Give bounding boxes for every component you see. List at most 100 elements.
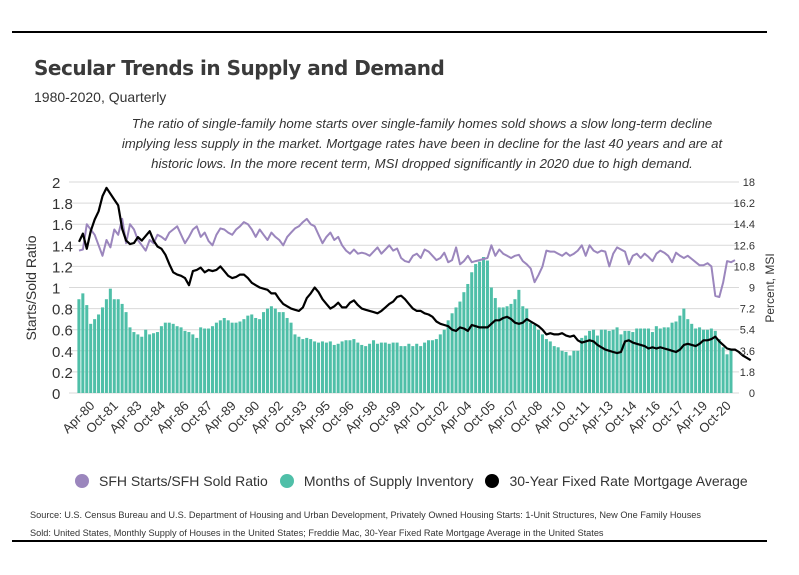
- msi-bar: [423, 342, 427, 393]
- msi-bar: [210, 326, 214, 393]
- y2-tick-label: 18: [743, 177, 755, 189]
- msi-bar: [670, 322, 674, 393]
- msi-bar: [698, 327, 702, 393]
- legend-msi-marker: [279, 474, 294, 488]
- y-tick-label: 2: [52, 175, 60, 192]
- msi-bar: [191, 334, 195, 393]
- msi-bar: [148, 334, 152, 393]
- msi-bar: [313, 341, 317, 393]
- msi-bar: [603, 329, 607, 393]
- msi-bar: [258, 319, 262, 393]
- msi-bar: [701, 329, 706, 393]
- msi-bar: [163, 322, 167, 393]
- msi-bar: [623, 330, 627, 393]
- msi-bar: [372, 340, 376, 393]
- msi-bar: [509, 303, 513, 393]
- msi-bar: [387, 343, 391, 393]
- msi-bar: [81, 293, 85, 393]
- msi-bar: [285, 317, 289, 393]
- bottom-rule-line: [12, 540, 767, 542]
- msi-bar: [242, 319, 246, 393]
- msi-bar: [694, 328, 698, 393]
- msi-bar: [214, 322, 218, 393]
- msi-bar: [132, 332, 136, 393]
- msi-bar: [108, 288, 112, 393]
- legend-item-ratio: SFH Starts/SFH Sold Ratio: [75, 473, 268, 489]
- msi-bar: [183, 330, 187, 393]
- msi-bar: [419, 346, 423, 393]
- legend-mortgage-label: 30-Year Fixed Rate Mortgage Average: [509, 473, 748, 489]
- msi-bar: [631, 332, 635, 393]
- legend-ratio-marker: [75, 474, 89, 488]
- msi-bar: [403, 346, 407, 393]
- msi-bar: [360, 344, 364, 393]
- y2-tick-label: 12.6: [734, 240, 755, 252]
- msi-bar: [615, 327, 619, 393]
- y-tick-label: 1.2: [52, 259, 73, 276]
- y-tick-label: 0.6: [52, 323, 73, 340]
- msi-bar: [540, 334, 544, 393]
- msi-bar: [348, 340, 352, 393]
- msi-bar: [179, 327, 183, 393]
- msi-bar: [254, 317, 258, 393]
- msi-bar: [415, 343, 419, 393]
- msi-bar: [230, 322, 234, 393]
- msi-bar: [277, 312, 281, 393]
- msi-bar: [375, 343, 379, 393]
- msi-bar: [489, 287, 493, 393]
- msi-bar: [454, 307, 458, 393]
- msi-bar: [619, 334, 623, 393]
- msi-bar: [112, 299, 116, 393]
- msi-bar: [269, 306, 273, 393]
- msi-bar: [678, 315, 682, 393]
- msi-bar: [721, 347, 725, 393]
- msi-bar: [434, 339, 438, 393]
- msi-bar: [85, 305, 89, 393]
- chart-title: Secular Trends in Supply and Demand: [34, 56, 445, 80]
- msi-bar: [666, 327, 670, 393]
- msi-bar: [411, 346, 415, 393]
- legend-item-msi: Months of Supply Inventory: [279, 473, 474, 489]
- msi-bar: [262, 312, 266, 393]
- msi-bar: [682, 308, 686, 393]
- msi-bar: [100, 307, 104, 393]
- y-axis-right-ticks: 0 1.8 3.6 5.4 7.2 9 10.8 12.6 14.4 16.2 18: [734, 177, 755, 400]
- msi-bar: [462, 292, 466, 393]
- msi-bar: [136, 334, 140, 393]
- y2-tick-label: 16.2: [734, 198, 755, 210]
- msi-bar: [152, 333, 156, 393]
- msi-bar: [674, 321, 678, 393]
- msi-bar: [407, 343, 411, 393]
- msi-bar: [705, 329, 709, 393]
- msi-bar: [171, 323, 175, 393]
- msi-bar: [501, 307, 505, 393]
- msi-bar: [89, 323, 93, 393]
- y-tick-label: 0.8: [52, 302, 73, 319]
- msi-bar: [238, 321, 242, 393]
- msi-bar: [391, 342, 395, 393]
- msi-bar: [572, 350, 576, 393]
- msi-bar: [442, 329, 446, 393]
- msi-bar: [320, 341, 324, 393]
- y2-tick-label: 9: [749, 283, 755, 295]
- y-tick-label: 1.8: [52, 196, 73, 213]
- msi-bar: [713, 330, 717, 393]
- msi-bar: [517, 289, 521, 393]
- msi-bar: [379, 342, 383, 393]
- msi-bar: [725, 354, 729, 393]
- msi-bar: [497, 307, 501, 393]
- msi-bar: [383, 342, 387, 393]
- msi-bar: [93, 319, 97, 393]
- chart-svg: 0 0.2 0.4 0.6 0.8 1 1.2 1.4 1.6 1.8 2 0 1.8 3.6 5.4 7.…: [23, 175, 777, 436]
- legend: SFH Starts/SFH Sold Ratio Months of Supp…: [75, 473, 760, 489]
- msi-bar: [364, 346, 368, 393]
- msi-bar: [395, 342, 399, 393]
- y-tick-label: 0.4: [52, 344, 73, 361]
- legend-msi-label: Months of Supply Inventory: [303, 473, 474, 489]
- legend-ratio-label: SFH Starts/SFH Sold Ratio: [99, 473, 268, 489]
- msi-bar: [646, 328, 651, 393]
- msi-bar: [324, 342, 328, 393]
- msi-bar: [635, 328, 639, 393]
- msi-bar: [552, 346, 556, 393]
- msi-bar: [195, 337, 199, 393]
